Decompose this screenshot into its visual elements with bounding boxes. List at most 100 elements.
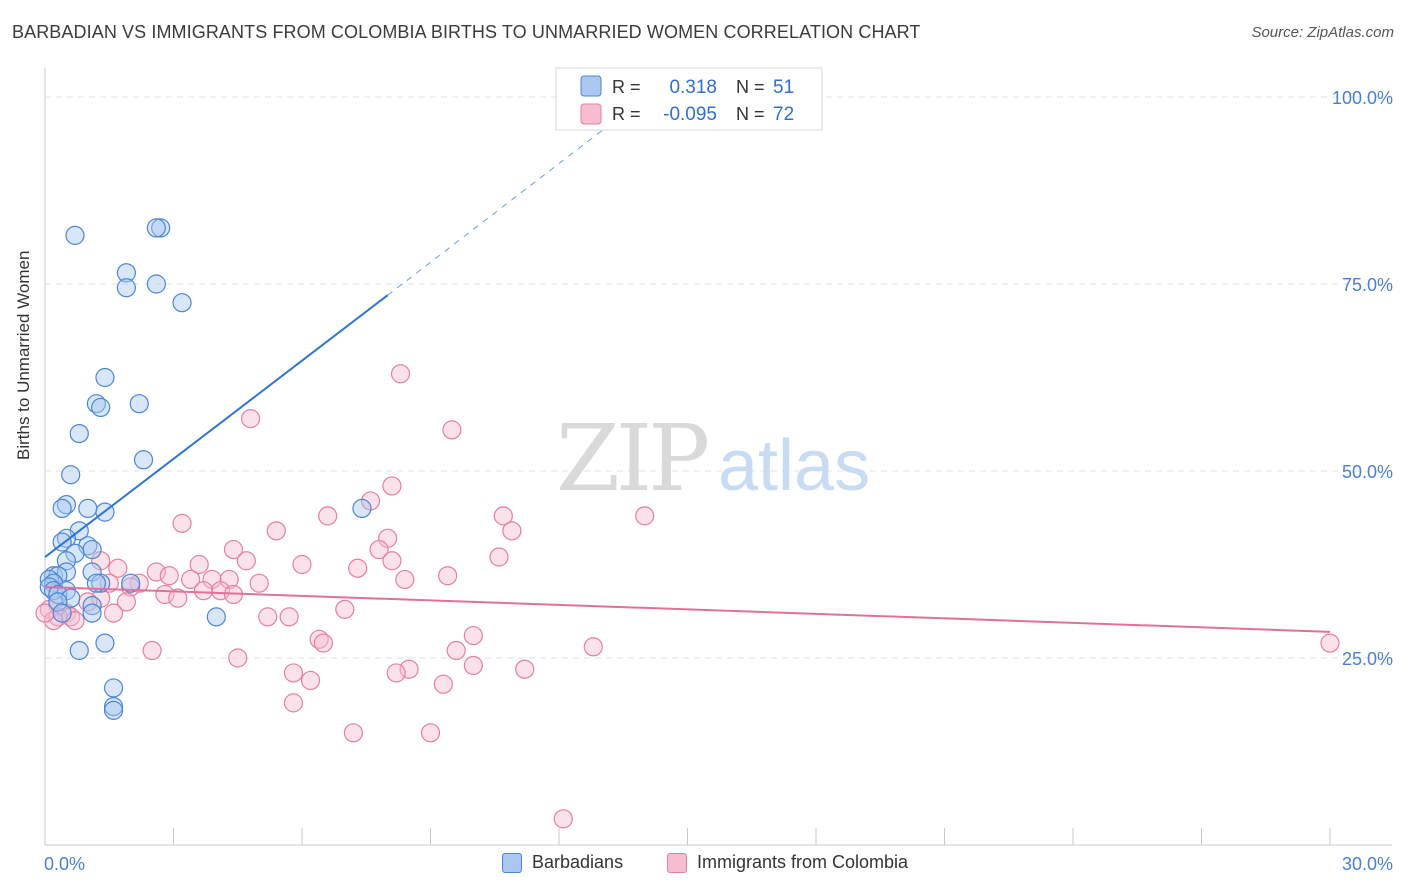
legend-label-colombia: Immigrants from Colombia <box>697 852 909 872</box>
point-barbadians <box>48 584 68 605</box>
point-colombia <box>335 599 355 619</box>
point-colombia <box>172 513 192 533</box>
point-colombia <box>193 581 214 601</box>
point-colombia <box>283 693 304 713</box>
point-barbadians <box>116 263 136 283</box>
point-colombia <box>300 670 321 691</box>
x-tick-label: 0.0% <box>44 854 85 874</box>
point-colombia <box>348 558 368 578</box>
point-barbadians <box>82 603 102 623</box>
point-colombia <box>489 547 509 567</box>
point-colombia <box>236 551 256 571</box>
point-colombia <box>438 566 458 586</box>
point-colombia <box>442 420 462 440</box>
point-colombia <box>463 655 483 676</box>
point-barbadians <box>121 573 141 593</box>
legend-swatch-colombia <box>580 103 602 125</box>
grid-lines <box>45 96 1392 659</box>
x-tick-label: 30.0% <box>1342 854 1393 874</box>
point-colombia <box>116 592 136 612</box>
tick-labels: 100.0% 75.0% 50.0% 25.0% 0.0% 30.0% <box>44 88 1393 874</box>
point-colombia <box>446 640 466 661</box>
legend-swatch-barbadians <box>580 75 602 97</box>
point-colombia <box>318 506 338 526</box>
trend-line-barbadians-extension <box>387 130 603 296</box>
axes <box>44 68 1392 846</box>
point-barbadians <box>82 596 102 616</box>
point-colombia <box>108 558 128 578</box>
point-barbadians <box>65 225 85 245</box>
series-barbadians-points <box>39 218 372 720</box>
point-colombia <box>249 573 269 593</box>
point-barbadians <box>91 397 111 418</box>
point-barbadians <box>78 498 98 518</box>
series-legend: Barbadians Immigrants from Colombia <box>0 852 1406 878</box>
point-barbadians <box>116 278 136 298</box>
legend-label-barbadians: Barbadians <box>532 852 624 872</box>
point-colombia <box>159 566 179 586</box>
point-colombia <box>258 607 278 627</box>
watermark: ZIP atlas <box>556 405 870 512</box>
point-colombia <box>463 625 483 646</box>
y-tick-label: 50.0% <box>1342 462 1393 482</box>
legend-item-barbadians: Barbadians <box>502 852 623 873</box>
legend-r-value-1: 0.318 <box>669 77 717 98</box>
point-barbadians <box>103 678 124 698</box>
point-colombia <box>211 581 231 601</box>
watermark-atlas: atlas <box>718 426 870 506</box>
legend-r-value-2: -0.095 <box>663 104 717 125</box>
point-barbadians <box>52 603 72 623</box>
point-colombia <box>343 723 363 743</box>
point-colombia <box>292 554 312 575</box>
point-barbadians <box>95 633 115 653</box>
point-colombia <box>493 506 513 526</box>
point-colombia <box>1320 633 1340 653</box>
point-colombia <box>515 659 535 679</box>
point-barbadians <box>48 592 68 612</box>
point-colombia <box>420 723 441 743</box>
point-colombia <box>395 569 415 590</box>
point-colombia <box>382 476 402 496</box>
point-colombia <box>228 648 248 668</box>
legend-r-label-1: R = <box>612 77 641 97</box>
point-colombia <box>502 521 522 541</box>
point-barbadians <box>133 450 154 470</box>
point-barbadians <box>69 640 89 661</box>
point-colombia <box>223 539 244 560</box>
legend-n-label-2: N = <box>736 104 765 124</box>
trend-line-barbadians <box>44 294 389 558</box>
point-colombia <box>369 539 389 560</box>
point-colombia <box>181 569 201 590</box>
point-barbadians <box>52 498 72 518</box>
point-colombia <box>553 809 573 829</box>
point-colombia <box>35 603 55 623</box>
point-barbadians <box>82 539 102 560</box>
point-barbadians <box>129 394 149 414</box>
trend-line-colombia <box>44 585 1331 633</box>
point-colombia <box>241 409 261 429</box>
point-colombia <box>313 633 334 653</box>
point-colombia <box>382 551 402 571</box>
point-barbadians <box>95 367 115 388</box>
correlation-legend: R = 0.318 N = 51 R = -0.095 N = 72 <box>555 67 823 131</box>
legend-r-label-2: R = <box>612 104 641 124</box>
y-tick-label: 75.0% <box>1342 275 1393 295</box>
legend-n-label-1: N = <box>736 77 765 97</box>
legend-swatch-colombia <box>667 852 687 873</box>
legend-swatch-barbadians <box>502 852 522 873</box>
chart-title: BARBADIAN VS IMMIGRANTS FROM COLOMBIA BI… <box>12 22 921 42</box>
point-barbadians <box>352 498 372 518</box>
point-barbadians <box>172 293 192 313</box>
point-colombia <box>399 659 419 679</box>
point-colombia <box>155 584 175 605</box>
point-colombia <box>390 364 411 384</box>
series-colombia-points <box>35 364 1340 829</box>
point-colombia <box>386 663 406 683</box>
point-colombia <box>433 674 453 694</box>
point-colombia <box>583 637 603 657</box>
point-barbadians <box>56 551 77 571</box>
legend-item-colombia: Immigrants from Colombia <box>667 852 908 873</box>
point-barbadians <box>206 607 226 627</box>
y-tick-label: 100.0% <box>1332 88 1393 108</box>
